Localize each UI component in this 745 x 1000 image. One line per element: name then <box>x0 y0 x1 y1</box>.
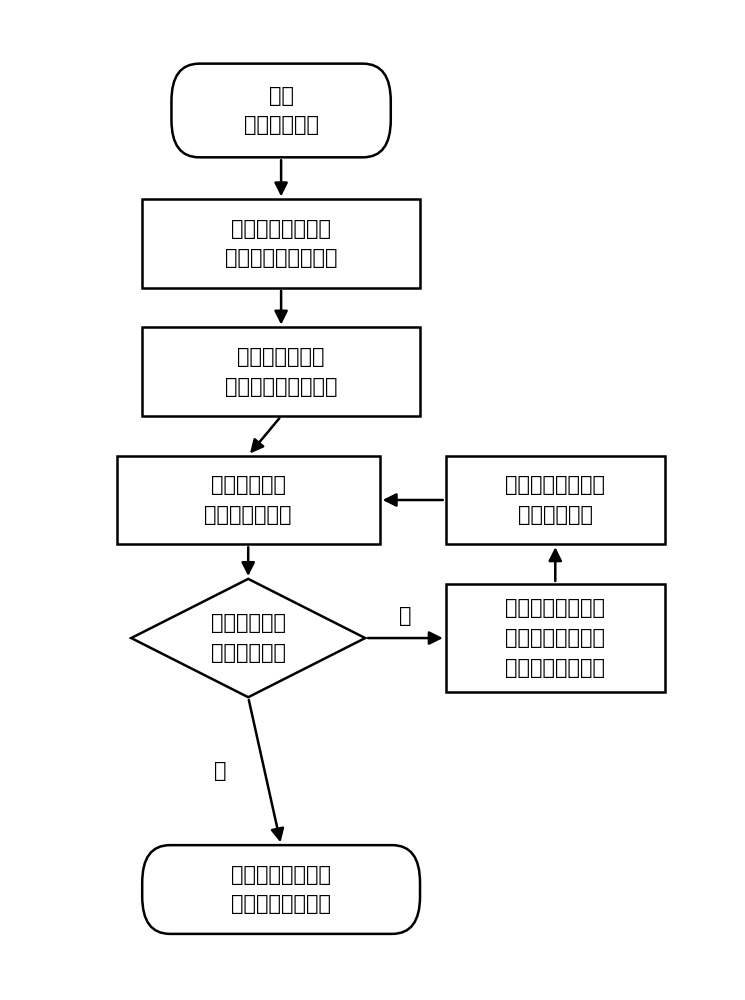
Text: 否: 否 <box>399 606 412 626</box>
Bar <box>446 584 665 692</box>
FancyBboxPatch shape <box>142 845 420 934</box>
Bar <box>142 327 420 416</box>
Text: 双层定点迭代
计算当前速度场: 双层定点迭代 计算当前速度场 <box>204 475 292 525</box>
Text: 输出最高分辨率下
对应的速度场数据: 输出最高分辨率下 对应的速度场数据 <box>231 865 331 914</box>
Text: 高层分辨率速度场
插值求解相邻低层
分辨率速度场初值: 高层分辨率速度场 插值求解相邻低层 分辨率速度场初值 <box>505 598 605 678</box>
Text: 输入
两帧原始数据: 输入 两帧原始数据 <box>244 86 319 135</box>
FancyBboxPatch shape <box>171 64 391 157</box>
Polygon shape <box>131 579 365 697</box>
Text: 选取金字塔顶层
分辨率的两帧数据集: 选取金字塔顶层 分辨率的两帧数据集 <box>225 347 337 397</box>
Bar <box>117 456 380 544</box>
Text: 采样生成连续两帧
对应的金字塔数据集: 采样生成连续两帧 对应的金字塔数据集 <box>225 219 337 268</box>
Bar <box>446 456 665 544</box>
Text: 取金字塔相邻低层
分辨率的数据: 取金字塔相邻低层 分辨率的数据 <box>505 475 605 525</box>
Bar <box>142 199 420 288</box>
Text: 是: 是 <box>214 761 226 781</box>
Text: 是否为金字塔
最底层分辨率: 是否为金字塔 最底层分辨率 <box>211 613 286 663</box>
